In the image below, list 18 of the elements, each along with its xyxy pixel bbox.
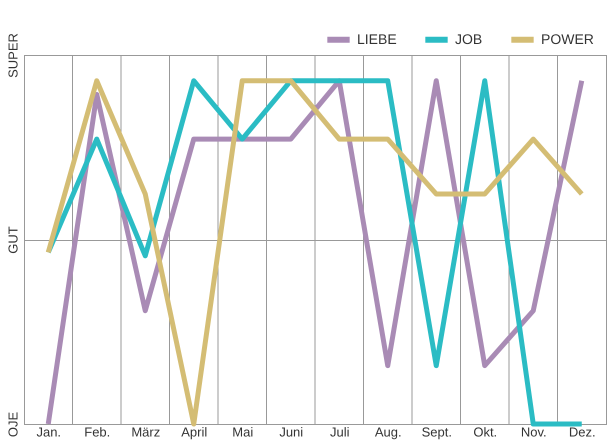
x-tick-label: Aug. xyxy=(374,424,402,440)
legend-label: JOB xyxy=(455,30,482,47)
x-tick-label: April xyxy=(181,424,208,440)
legend-label: POWER xyxy=(541,30,594,47)
x-tick-label: Juni xyxy=(279,424,304,440)
x-tick-label: Feb. xyxy=(84,424,110,440)
x-tick-label: Nov. xyxy=(520,424,547,440)
x-tick-label: Okt. xyxy=(473,424,498,440)
x-tick-label: März xyxy=(131,424,160,440)
category-label: SUPER xyxy=(6,33,20,78)
category-label: GUT xyxy=(6,226,20,254)
x-tick-label: Jan. xyxy=(36,424,62,440)
x-tick-label: Mai xyxy=(232,424,254,440)
x-tick-label: Sept. xyxy=(422,424,452,440)
category-label: OJE xyxy=(6,412,20,438)
legend-label: LIEBE xyxy=(357,30,397,47)
x-tick-label: Dez. xyxy=(568,424,596,440)
x-tick-label: Juli xyxy=(330,424,350,440)
